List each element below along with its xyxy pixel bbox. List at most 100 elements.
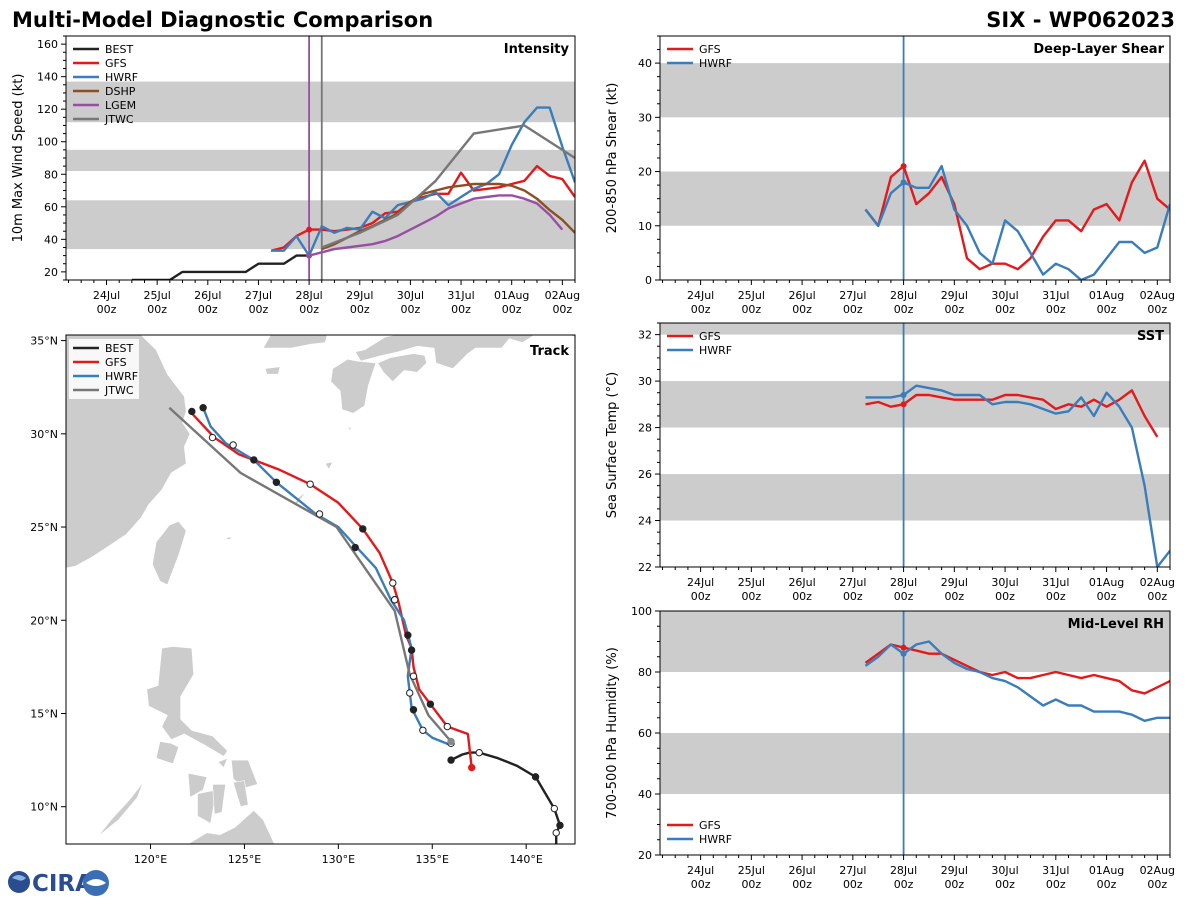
track-point-jtwc (447, 737, 455, 746)
track-point-hwrf (390, 596, 399, 604)
intensity-legend-label: BEST (105, 43, 133, 56)
figure-title: Multi-Model Diagnostic Comparison (12, 8, 433, 32)
shear-xtick-date: 29Jul (941, 289, 968, 302)
rh-xtick-date: 27Jul (839, 864, 866, 877)
rh-xtick-date: 29Jul (941, 864, 968, 877)
shear-xtick-hour: 00z (1147, 303, 1167, 316)
intensity-plot-area (66, 36, 575, 280)
track-ytick-label: 30°N (30, 428, 58, 441)
rh-ytick-label: 20 (638, 849, 652, 862)
track-point-hwrf (272, 478, 281, 486)
sst-xtick-date: 02Aug (1140, 576, 1175, 589)
sst-ytick-label: 22 (638, 561, 652, 574)
intensity-xtick-date: 30Jul (397, 289, 424, 302)
track-point-hwrf (199, 404, 207, 412)
track-xtick-label: 135°E (416, 853, 449, 866)
track-point-best (475, 748, 483, 757)
rh-legend-label: GFS (699, 819, 721, 832)
shear-plot-area (660, 36, 1170, 280)
sst-xtick-date: 25Jul (738, 576, 765, 589)
shear-ytick-label: 10 (638, 220, 652, 233)
shear-xtick-date: 27Jul (839, 289, 866, 302)
track-ytick-label: 10°N (30, 801, 58, 814)
sst-panel: 22242628303224Jul00z25Jul00z26Jul00z27Ju… (605, 322, 1175, 603)
mindanao-land (187, 809, 275, 844)
track-point-gfs (404, 631, 412, 639)
intensity-xtick-hour: 00z (451, 303, 471, 316)
shikoku-land (377, 353, 427, 383)
intensity-panel: 2040608010012014016024Jul00z25Jul00z26Ju… (11, 35, 580, 316)
sst-xtick-date: 01Aug (1089, 576, 1124, 589)
sst-legend-label: GFS (699, 330, 721, 343)
track-title: Track (530, 344, 569, 359)
track-point-best (550, 804, 559, 813)
sst-hwrf-initial-point (900, 392, 907, 399)
agency-seal-wave-icon (86, 879, 106, 886)
rh-xtick-date: 02Aug (1140, 864, 1175, 877)
track-xtick-label: 130°E (322, 853, 355, 866)
intensity-xtick-hour: 00z (97, 303, 117, 316)
chart-panels: 2040608010012014016024Jul00z25Jul00z26Ju… (11, 35, 1175, 891)
rh-series-gfs (864, 643, 1170, 695)
shear-series-gfs (864, 159, 1170, 271)
taiwan-land (152, 521, 187, 586)
intensity-series-hwrf (271, 106, 575, 257)
intensity-xtick-hour: 00z (502, 303, 522, 316)
sst-xtick-date: 24Jul (687, 576, 714, 589)
intensity-series-jtwc (321, 124, 575, 249)
storm-id: SIX - WP062023 (986, 8, 1175, 32)
track-point-gfs (467, 763, 476, 772)
shear-xtick-date: 02Aug (1140, 289, 1175, 302)
intensity-band-0 (66, 200, 575, 250)
rh-gfs-initial-point (900, 644, 907, 651)
intensity-xtick-date: 25Jul (144, 289, 171, 302)
track-point-gfs (389, 579, 397, 587)
track-xtick-label: 125°E (228, 853, 261, 866)
track-line-jtwc (168, 406, 452, 743)
shear-panel: 01020304024Jul00z25Jul00z26Jul00z27Jul00… (605, 35, 1175, 316)
rh-xtick-date: 01Aug (1089, 864, 1124, 877)
track-point-hwrf (250, 456, 258, 464)
rh-plot-area (660, 611, 1170, 855)
rh-ytick-label: 80 (638, 666, 652, 679)
shear-legend-label: HWRF (699, 57, 732, 70)
shear-title: Deep-Layer Shear (1033, 42, 1164, 57)
shear-xtick-date: 01Aug (1089, 289, 1124, 302)
intensity-ylabel: 10m Max Wind Speed (kt) (11, 74, 26, 243)
sst-xtick-date: 26Jul (788, 576, 815, 589)
track-point-hwrf (315, 510, 324, 518)
sst-xtick-hour: 00z (843, 590, 863, 603)
sst-xtick-hour: 00z (1147, 590, 1167, 603)
sst-ytick-label: 26 (638, 468, 652, 481)
intensity-ytick-label: 120 (37, 103, 58, 116)
track-point-hwrf (409, 706, 418, 714)
intensity-band-2 (66, 81, 575, 123)
intensity-ytick-label: 20 (44, 266, 58, 279)
jeju-land (264, 366, 281, 375)
sst-xtick-hour: 00z (741, 590, 761, 603)
shear-xtick-hour: 00z (741, 303, 761, 316)
rh-legend-label: HWRF (699, 833, 732, 846)
globe-icon (8, 871, 30, 893)
shear-xtick-date: 31Jul (1042, 289, 1069, 302)
intensity-ytick-label: 40 (44, 233, 58, 246)
intensity-xtick-hour: 00z (299, 303, 319, 316)
sst-legend-label: HWRF (699, 344, 732, 357)
korea-land (262, 335, 328, 349)
track-point-gfs (229, 441, 237, 449)
shear-xtick-hour: 00z (843, 303, 863, 316)
track-legend-label: JTWC (104, 384, 134, 397)
sst-gfs-initial-point (900, 401, 907, 408)
shear-xtick-date: 28Jul (890, 289, 917, 302)
negros-land (197, 789, 217, 824)
track-point-best (556, 821, 564, 830)
sst-xtick-date: 31Jul (1042, 576, 1069, 589)
track-legend-label: GFS (105, 356, 127, 369)
sst-ytick-label: 30 (638, 375, 652, 388)
intensity-xtick-date: 01Aug (494, 289, 529, 302)
amami-land (324, 461, 334, 470)
sst-xtick-hour: 00z (792, 590, 812, 603)
track-point-gfs (409, 672, 418, 680)
rh-hwrf-initial-point (900, 650, 907, 657)
